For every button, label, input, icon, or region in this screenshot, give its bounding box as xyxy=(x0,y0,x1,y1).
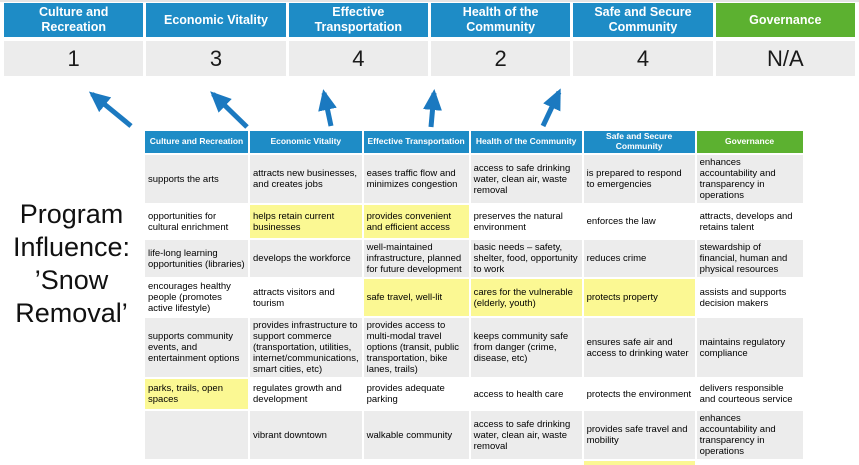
matrix-row: opportunities for cultural enrichment hel… xyxy=(145,205,803,239)
matrix-header-cell: Culture and Recreation xyxy=(145,131,248,153)
up-arrow-icon xyxy=(423,89,442,128)
influence-matrix-table: Culture and Recreation Economic Vitality E… xyxy=(143,129,805,465)
matrix-cell xyxy=(250,461,362,465)
priority-header-cell: Health of the Community xyxy=(430,3,571,37)
matrix-cell: maintains regulatory compliance xyxy=(696,318,803,378)
up-arrow-icon xyxy=(210,91,249,129)
matrix-row: supports community events, and entertain… xyxy=(145,318,803,378)
matrix-cell: opportunities for cultural enrichment xyxy=(145,205,248,239)
matrix-cell: access to safe drinking water, clean air… xyxy=(470,155,582,204)
priority-score-table: Culture and Recreation 1 Economic Vitality… xyxy=(4,3,855,76)
matrix-cell: enhances accountability and transparency… xyxy=(696,411,803,460)
matrix-cell xyxy=(363,461,469,465)
matrix-header-cell: Safe and Secure Community xyxy=(583,131,695,153)
up-arrow-icon xyxy=(540,88,562,128)
matrix-cell: stewardship of financial, human and phys… xyxy=(696,240,803,278)
matrix-cell: life-long learning opportunities (librar… xyxy=(145,240,248,278)
priority-score-cell: 4 xyxy=(573,41,713,76)
up-arrow-icon xyxy=(318,89,337,127)
matrix-cell: attracts, develops and retains talent xyxy=(696,205,803,239)
matrix-cell xyxy=(696,461,803,465)
matrix-row: life-long learning opportunities (librar… xyxy=(145,240,803,278)
matrix-cell: supports community events, and entertain… xyxy=(145,318,248,378)
matrix-cell-highlighted: protects property xyxy=(583,279,695,317)
program-title: Program Influence: ’Snow Removal’ xyxy=(12,199,131,328)
matrix-cell: attracts visitors and tourism xyxy=(250,279,362,317)
matrix-cell: assists and supports decision makers xyxy=(696,279,803,317)
matrix-cell: encourages healthy people (promotes acti… xyxy=(145,279,248,317)
score-column: Effective Transportation 4 xyxy=(288,3,428,76)
matrix-header-row: Culture and Recreation Economic Vitality E… xyxy=(145,131,803,153)
matrix-cell-highlighted: eases traffic flow and minimizes congest… xyxy=(363,155,469,204)
matrix-cell-highlighted: safe travel, well-lit xyxy=(363,279,469,317)
priority-header-cell: Safe and Secure Community xyxy=(573,3,713,37)
matrix-cell: enhances accountability and transparency… xyxy=(696,155,803,204)
score-column: Safe and Secure Community 4 xyxy=(573,3,713,76)
matrix-cell: vibrant downtown xyxy=(250,411,362,460)
matrix-cell: access to health care xyxy=(470,379,582,410)
matrix-cell: walkable community xyxy=(363,411,469,460)
matrix-cell-highlighted: cares for the vulnerable (elderly, youth… xyxy=(470,279,582,317)
priority-header-cell: Culture and Recreation xyxy=(4,3,144,37)
matrix-cell-highlighted: parks, trails, open spaces xyxy=(145,379,248,410)
priority-header-cell: Governance xyxy=(715,3,855,37)
matrix-row: vibrant downtown walkable community access… xyxy=(145,411,803,460)
top-divider xyxy=(0,0,859,2)
influence-matrix: Culture and Recreation Economic Vitality E… xyxy=(143,129,805,465)
priority-score-cell: 4 xyxy=(288,41,428,76)
matrix-cell: delivers responsible and courteous servi… xyxy=(696,379,803,410)
matrix-cell xyxy=(470,461,582,465)
priority-score-cell: 3 xyxy=(146,41,286,76)
matrix-body: supports the arts attracts new businesses… xyxy=(145,155,803,465)
score-column: Governance N/A xyxy=(715,3,855,76)
matrix-row: supports the arts attracts new businesses… xyxy=(145,155,803,204)
matrix-header-cell: Governance xyxy=(696,131,803,153)
matrix-cell-highlighted: looks after it's most vulnerable xyxy=(583,461,695,465)
matrix-row: parks, trails, open spaces regulates grow… xyxy=(145,379,803,410)
matrix-cell: reduces crime xyxy=(583,240,695,278)
priority-header-cell: Economic Vitality xyxy=(146,3,286,37)
matrix-cell: preserves the natural environment xyxy=(470,205,582,239)
matrix-cell: attracts new businesses, and creates job… xyxy=(250,155,362,204)
matrix-cell-highlighted: keeps community safe from danger (crime,… xyxy=(470,318,582,378)
matrix-cell-highlighted: helps retain current businesses xyxy=(250,205,362,239)
matrix-cell-highlighted: basic needs – safety, shelter, food, opp… xyxy=(470,240,582,278)
score-column: Economic Vitality 3 xyxy=(146,3,286,76)
matrix-cell: enforces the law xyxy=(583,205,695,239)
matrix-cell: supports the arts xyxy=(145,155,248,204)
matrix-cell-highlighted: provides safe travel and mobility xyxy=(583,411,695,460)
priority-score-cell: N/A xyxy=(715,41,855,76)
matrix-cell-highlighted: provides access to multi-modal travel op… xyxy=(363,318,469,378)
matrix-header-cell: Effective Transportation xyxy=(363,131,469,153)
matrix-cell: ensures safe air and access to drinking … xyxy=(583,318,695,378)
matrix-row: encourages healthy people (promotes acti… xyxy=(145,279,803,317)
matrix-cell xyxy=(145,411,248,460)
matrix-cell: access to safe drinking water, clean air… xyxy=(470,411,582,460)
score-column: Culture and Recreation 1 xyxy=(4,3,144,76)
matrix-cell-highlighted: is prepared to respond to emergencies xyxy=(583,155,695,204)
matrix-header-cell: Economic Vitality xyxy=(250,131,362,153)
matrix-cell-highlighted: provides infrastructure to support comme… xyxy=(250,318,362,378)
matrix-cell: protects the environment xyxy=(583,379,695,410)
score-column: Health of the Community 2 xyxy=(430,3,571,76)
matrix-row: looks after it's most vulnerable xyxy=(145,461,803,465)
priority-score-cell: 2 xyxy=(430,41,571,76)
matrix-cell: regulates growth and development xyxy=(250,379,362,410)
matrix-cell-highlighted: provides convenient and efficient access xyxy=(363,205,469,239)
priority-header-cell: Effective Transportation xyxy=(288,3,428,37)
matrix-header-cell: Health of the Community xyxy=(470,131,582,153)
matrix-cell xyxy=(145,461,248,465)
up-arrow-icon xyxy=(88,91,133,128)
matrix-cell: develops the workforce xyxy=(250,240,362,278)
matrix-cell: provides adequate parking xyxy=(363,379,469,410)
priority-score-cell: 1 xyxy=(4,41,144,76)
matrix-cell: well-maintained infrastructure, planned … xyxy=(363,240,469,278)
